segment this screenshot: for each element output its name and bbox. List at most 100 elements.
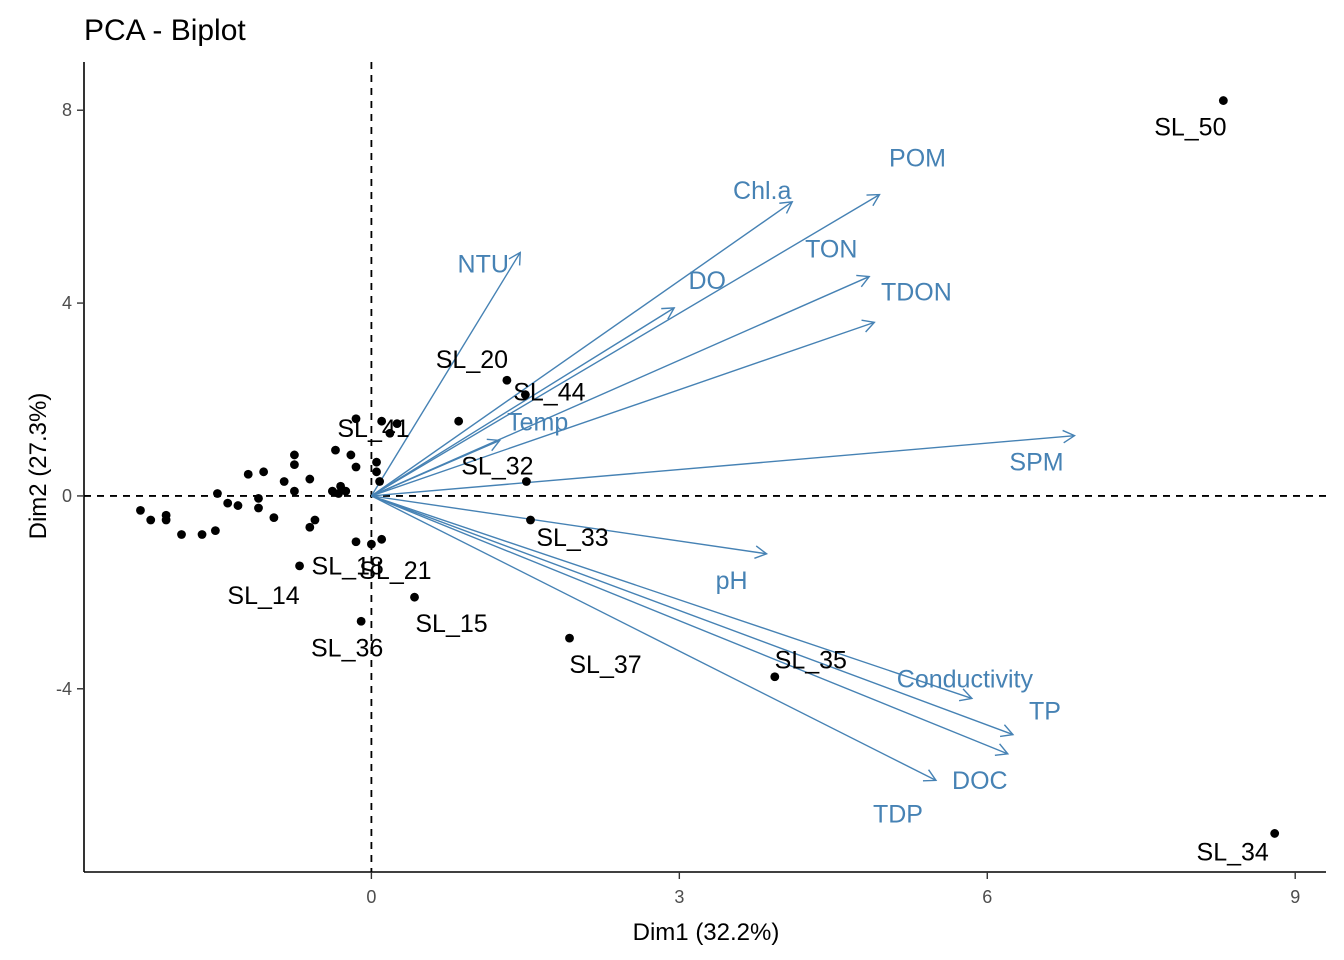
observation-point	[146, 515, 156, 525]
observation-point	[351, 462, 361, 472]
observation-point	[377, 534, 387, 544]
observation-point	[375, 477, 385, 486]
variable-label: Chl.a	[733, 177, 791, 205]
variable-label: TDON	[881, 278, 952, 306]
x-axis-title: Dim1 (32.2%)	[633, 919, 780, 946]
x-tick-label: 3	[674, 887, 684, 907]
observation-point	[295, 561, 304, 571]
observation-point	[213, 489, 222, 498]
observation-point	[136, 505, 145, 515]
observation-label: SL_36	[311, 634, 383, 662]
variable-arrow	[371, 495, 1009, 755]
variable-arrowhead	[994, 743, 1010, 757]
variable-label: DO	[688, 267, 726, 295]
observation-point	[356, 616, 366, 626]
observation-point	[1218, 96, 1228, 105]
variable-arrowhead	[999, 724, 1015, 738]
variable-arrowhead	[754, 545, 769, 559]
variable-arrow	[371, 321, 875, 497]
observation-point	[177, 530, 186, 539]
x-tick-label: 6	[982, 887, 992, 907]
observation-point	[351, 414, 361, 424]
x-tick-label: 0	[366, 887, 376, 907]
y-tick-label: 0	[62, 486, 72, 506]
variable-label: POM	[889, 145, 946, 173]
observation-label: SL_34	[1197, 838, 1269, 866]
observation-point	[254, 503, 263, 513]
variable-arrowhead	[866, 193, 881, 207]
y-tick-label: 4	[62, 293, 72, 313]
variable-arrowhead	[1062, 429, 1076, 444]
variable-label: pH	[716, 567, 748, 595]
variable-arrow	[371, 495, 937, 782]
observation-label: SL_18	[312, 552, 384, 580]
observation-label: SL_44	[513, 379, 585, 407]
plot-area: 0 3 6 9 -4 0 4 8 Chl.a POM TON TDON DO NTU Temp SPM pH Co…	[56, 62, 1326, 907]
variable-label: TON	[805, 236, 857, 264]
observation-point	[233, 501, 243, 510]
observation-point	[161, 515, 171, 525]
variable-arrow	[371, 201, 793, 497]
observation-point	[385, 428, 395, 438]
observation-point	[331, 445, 340, 455]
variable-label: TP	[1029, 698, 1061, 726]
variable-arrowhead	[861, 319, 876, 333]
variable-arrowhead	[779, 200, 794, 214]
variable-arrowhead	[661, 307, 676, 320]
observation-point	[279, 477, 289, 486]
observation-label: SL_33	[536, 524, 608, 552]
variable-arrow	[371, 434, 1075, 497]
observation-point	[520, 390, 530, 400]
variable-arrow	[371, 307, 675, 497]
observation-label: SL_20	[436, 346, 508, 374]
variable-arrow	[371, 495, 1014, 736]
observation-label: SL_50	[1154, 114, 1226, 142]
variable-arrow	[371, 439, 500, 497]
variable-label: TDP	[873, 800, 923, 828]
observation-point	[223, 498, 233, 508]
observation-point	[305, 474, 315, 484]
observation-point	[502, 375, 512, 385]
observation-point	[254, 493, 263, 503]
observation-point	[372, 457, 381, 467]
variable-arrow	[371, 193, 880, 497]
observation-point	[392, 419, 402, 429]
observation-label: SL_41	[337, 415, 409, 443]
variable-label: SPM	[1009, 449, 1063, 477]
observation-point	[310, 515, 320, 525]
observation-point	[565, 633, 574, 643]
variable-arrowhead	[922, 769, 938, 782]
y-tick-label: -4	[56, 679, 72, 699]
variable-label: DOC	[952, 767, 1008, 795]
observation-point	[526, 515, 535, 525]
variable-label: Conductivity	[897, 665, 1034, 693]
observation-point	[290, 460, 299, 469]
variable-arrowhead	[958, 688, 974, 702]
y-axis-title: Dim2 (27.3%)	[25, 393, 52, 540]
observation-point	[197, 530, 207, 539]
observation-point	[290, 486, 299, 496]
variable-arrowhead	[508, 251, 522, 266]
observation-point	[210, 526, 220, 536]
observation-point	[367, 539, 376, 549]
observation-point	[410, 592, 419, 602]
observation-point	[377, 416, 387, 426]
variable-arrow	[371, 495, 767, 555]
observation-label: SL_15	[415, 610, 487, 638]
chart-title: PCA - Biplot	[84, 14, 246, 47]
observation-point	[334, 489, 343, 498]
observation-label: SL_32	[461, 452, 533, 480]
observation-point	[269, 513, 279, 523]
variable-label: Temp	[507, 408, 568, 436]
observation-label: SL_14	[227, 582, 299, 610]
observation-point	[341, 486, 351, 496]
observation-point	[346, 450, 356, 460]
observation-label: SL_37	[569, 651, 641, 679]
observation-point	[243, 469, 253, 479]
observation-point	[259, 467, 269, 477]
x-tick-label: 9	[1290, 887, 1300, 907]
observation-point	[305, 522, 315, 532]
observation-point	[290, 450, 299, 460]
observation-point	[372, 467, 381, 477]
